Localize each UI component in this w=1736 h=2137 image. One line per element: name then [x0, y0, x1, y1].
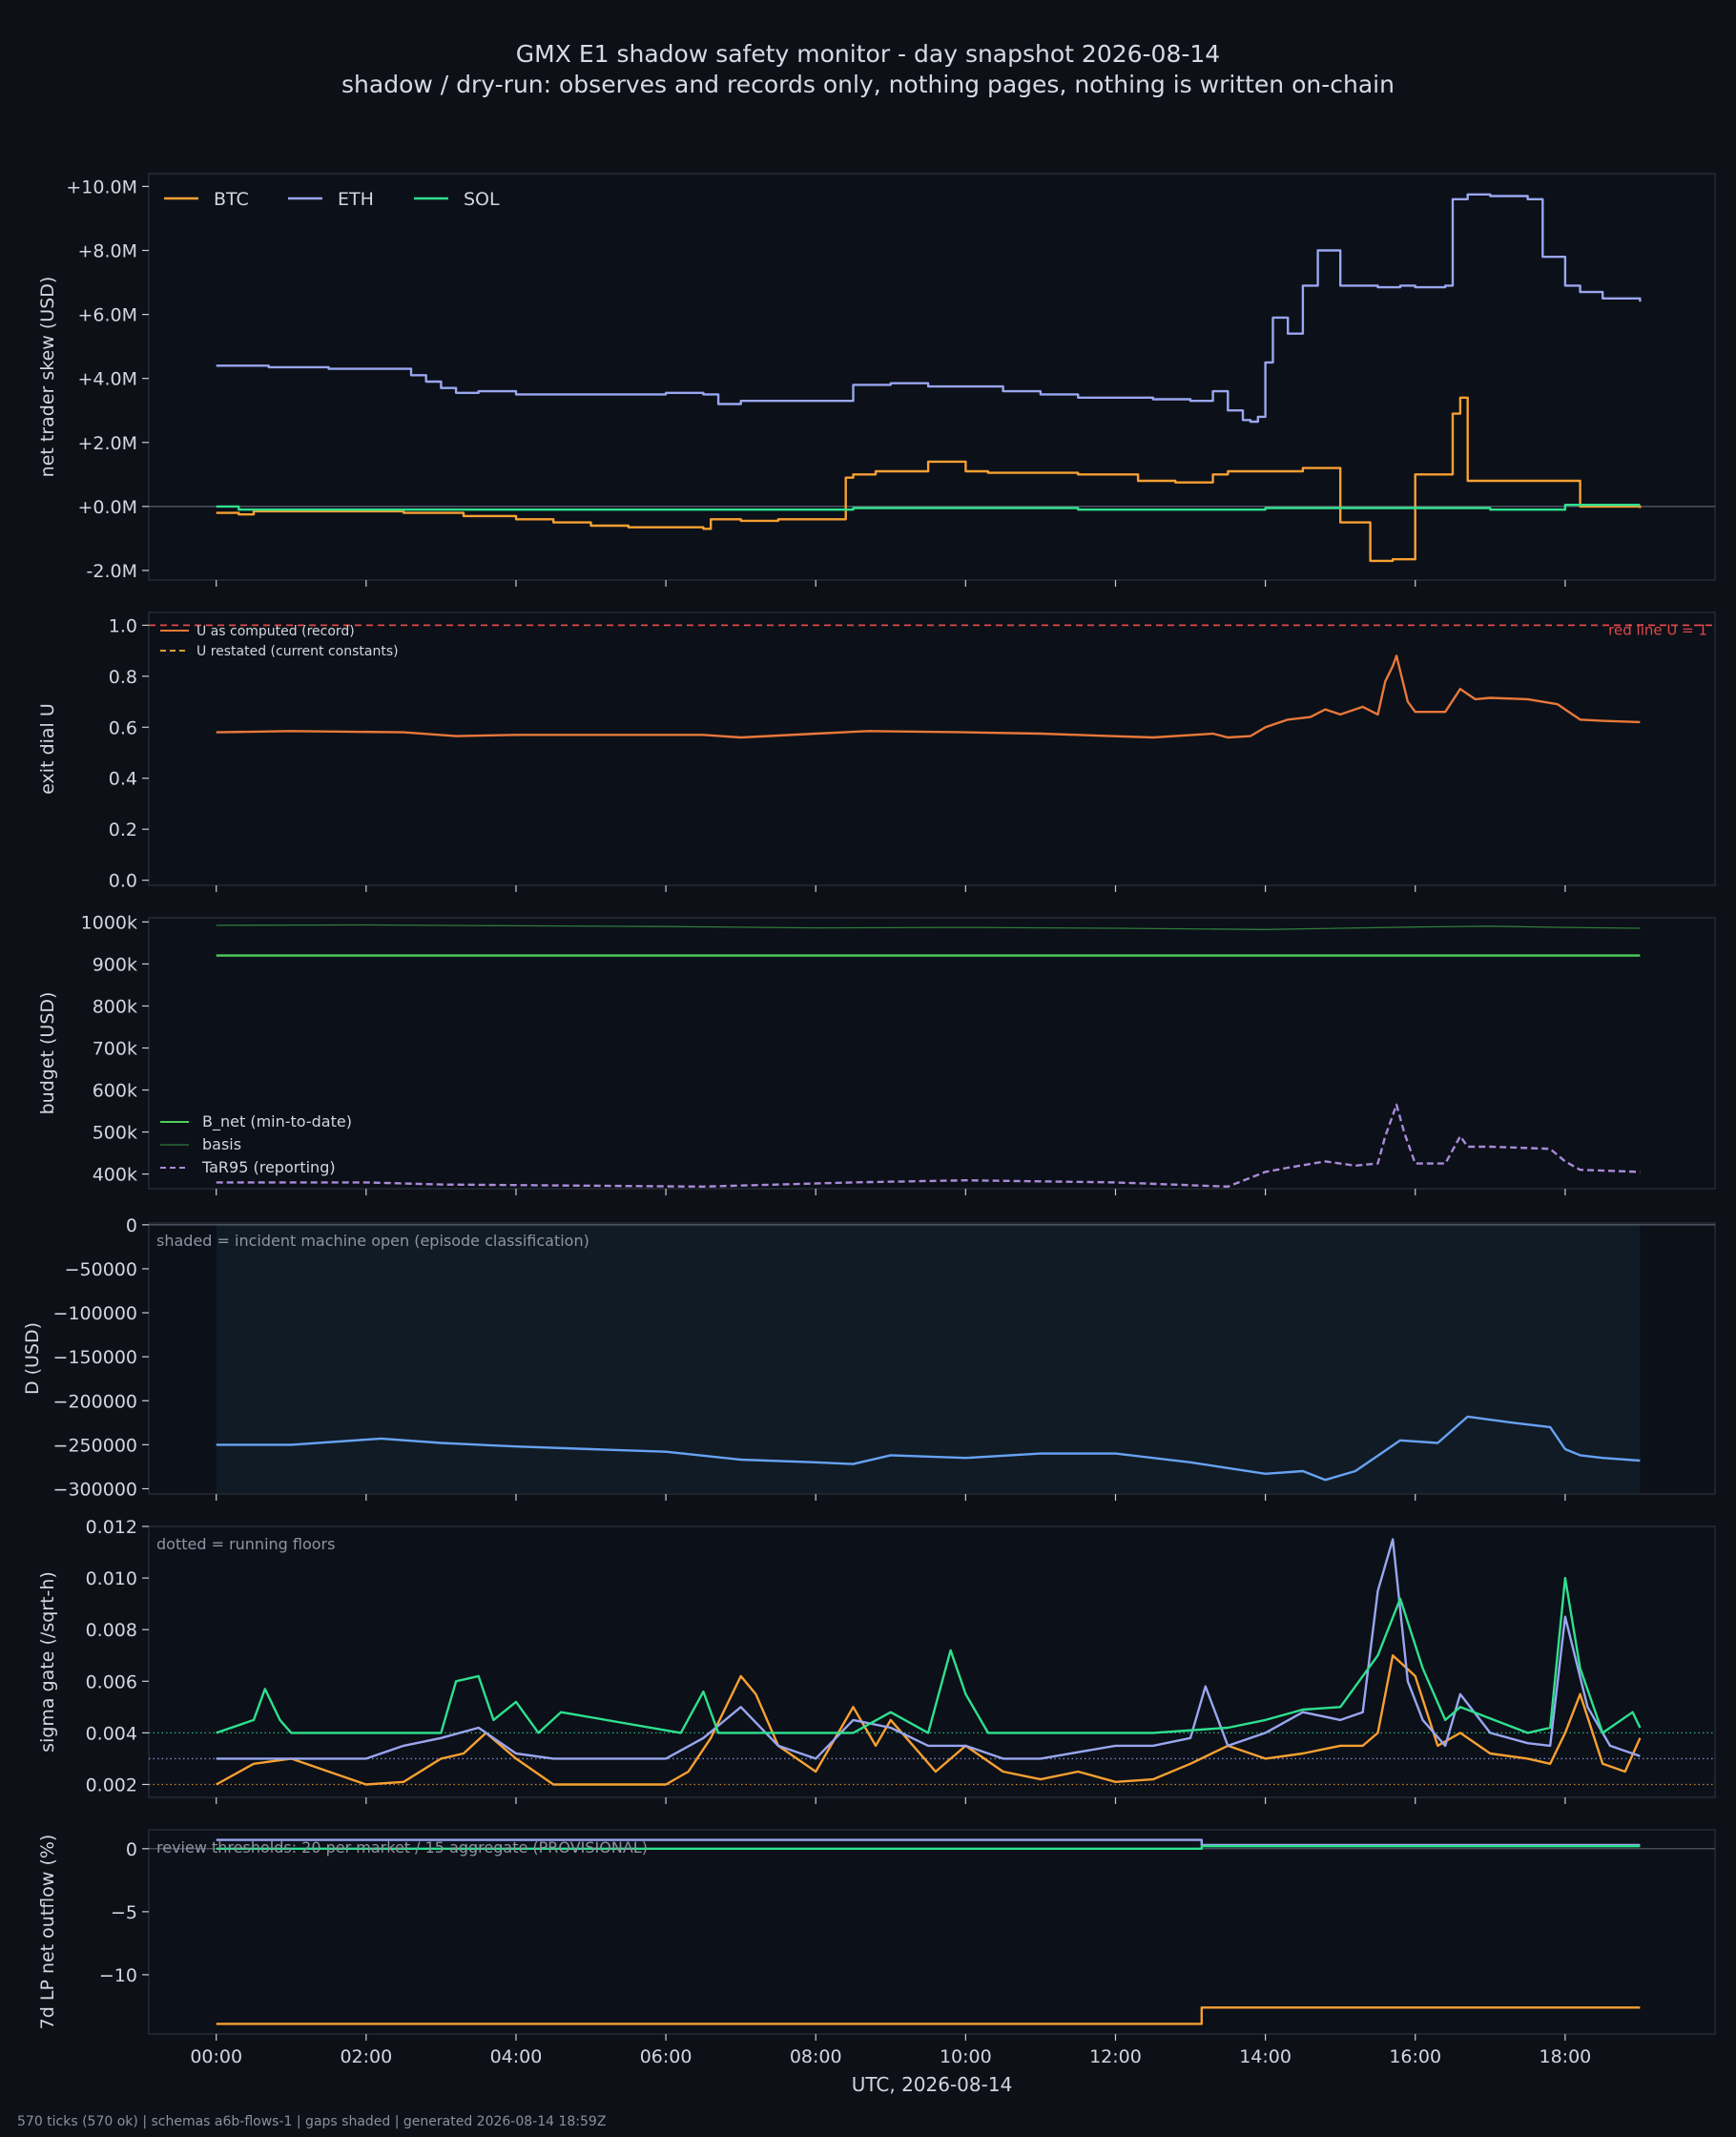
- series-budget-tar95-reporting-: [216, 1103, 1641, 1188]
- y-tick-label: −250000: [53, 1435, 137, 1456]
- legend-label: SOL: [464, 189, 500, 210]
- panel-frame-lp_outflow: [148, 1829, 1716, 2035]
- series-lp_outflow-sol: [216, 1845, 1641, 1850]
- x-axis-label: UTC, 2026-08-14: [852, 2073, 1013, 2096]
- y-tick-label: −10: [99, 1965, 137, 1986]
- y-tick-label: 0.004: [86, 1723, 137, 1744]
- y-tick-label: 1000k: [81, 912, 137, 933]
- y-tick-label: 700k: [93, 1038, 137, 1059]
- chart-title: GMX E1 shadow safety monitor - day snaps…: [515, 40, 1221, 68]
- y-axis-label: D (USD): [22, 1322, 43, 1395]
- legend-label: BTC: [214, 189, 249, 210]
- x-tick-label: 02:00: [340, 2046, 392, 2067]
- y-tick-label: 0.0: [109, 871, 137, 892]
- panel-frame-skew: [148, 173, 1716, 581]
- x-tick-label: 08:00: [790, 2046, 842, 2067]
- x-tick-label: 10:00: [940, 2046, 992, 2067]
- y-tick-label: +0.0M: [77, 497, 137, 518]
- series-lp_outflow-eth: [216, 1838, 1641, 1847]
- y-tick-label: 0.4: [109, 769, 137, 790]
- x-tick-label: 14:00: [1239, 2046, 1292, 2067]
- incident-shade: [216, 1224, 1641, 1493]
- y-tick-label: -2.0M: [87, 561, 137, 582]
- legend-label: U as computed (record): [196, 624, 355, 639]
- x-tick-label: 12:00: [1089, 2046, 1142, 2067]
- y-axis-label: sigma gate (/sqrt-h): [37, 1571, 58, 1753]
- legend-label: U restated (current constants): [196, 644, 399, 659]
- y-tick-label: 0: [126, 1839, 137, 1860]
- series-skew-btc: [216, 396, 1642, 563]
- y-tick-label: −300000: [53, 1479, 137, 1500]
- y-tick-label: 0.006: [86, 1671, 137, 1692]
- y-tick-label: 0.6: [109, 717, 137, 738]
- y-tick-label: 0: [126, 1215, 137, 1236]
- legend-label: ETH: [338, 189, 374, 210]
- y-tick-label: 0.010: [86, 1568, 137, 1589]
- panel-annotation: shaded = incident machine open (episode …: [156, 1232, 589, 1250]
- y-tick-label: 0.012: [86, 1517, 137, 1538]
- footer-status: 570 ticks (570 ok) | schemas a6b-flows-1…: [17, 2114, 607, 2129]
- y-tick-label: 500k: [93, 1123, 137, 1144]
- y-tick-label: −150000: [53, 1347, 137, 1368]
- y-axis-label: net trader skew (USD): [37, 277, 58, 478]
- chart-subtitle: shadow / dry-run: observes and records o…: [341, 71, 1395, 98]
- y-tick-label: 0.2: [109, 820, 137, 840]
- y-tick-label: +8.0M: [77, 241, 137, 262]
- panel-annotation: review thresholds: 20 per market / 15 ag…: [156, 1838, 648, 1857]
- panel-annotation: dotted = running floors: [156, 1535, 335, 1553]
- y-tick-label: 0.8: [109, 667, 137, 688]
- y-tick-label: 0.002: [86, 1774, 137, 1795]
- y-tick-label: 600k: [93, 1081, 137, 1102]
- legend-label: TaR95 (reporting): [201, 1158, 336, 1176]
- y-tick-label: 400k: [93, 1165, 137, 1186]
- y-tick-label: +2.0M: [77, 433, 137, 454]
- panel-frame-sigma_gate: [148, 1525, 1716, 1798]
- series-skew-sol: [216, 504, 1641, 511]
- panel-frame-exit_dial: [148, 612, 1716, 886]
- y-tick-label: +10.0M: [66, 176, 137, 197]
- y-tick-label: 900k: [93, 954, 137, 975]
- y-tick-label: 800k: [93, 996, 137, 1017]
- x-tick-label: 16:00: [1389, 2046, 1441, 2067]
- series-exit_dial-u-as-computed-record-: [216, 654, 1641, 739]
- y-axis-label: exit dial U: [37, 703, 58, 795]
- legend-label: B_net (min-to-date): [202, 1112, 352, 1131]
- legend-label: basis: [202, 1135, 241, 1153]
- x-tick-label: 00:00: [190, 2046, 242, 2067]
- series-skew-eth: [216, 193, 1642, 424]
- y-axis-label: 7d LP net outflow (%): [37, 1835, 58, 2030]
- y-tick-label: −100000: [53, 1303, 137, 1324]
- y-tick-label: +4.0M: [77, 369, 137, 390]
- x-tick-label: 04:00: [490, 2046, 543, 2067]
- x-tick-label: 06:00: [640, 2046, 692, 2067]
- series-sigma_gate-sol: [216, 1576, 1642, 1734]
- series-sigma_gate-eth: [216, 1538, 1641, 1760]
- y-tick-label: 1.0: [109, 615, 137, 636]
- y-tick-label: −5: [111, 1902, 137, 1923]
- y-axis-label: budget (USD): [37, 992, 58, 1115]
- panel-frame-budget: [148, 917, 1716, 1190]
- x-tick-label: 18:00: [1539, 2046, 1591, 2067]
- red-line-label: red line U = 1: [1608, 621, 1707, 638]
- y-tick-label: +6.0M: [77, 305, 137, 326]
- y-tick-label: 0.008: [86, 1620, 137, 1641]
- y-tick-label: −200000: [53, 1391, 137, 1412]
- series-drawdown-d: [216, 1415, 1641, 1482]
- series-lp_outflow-btc: [216, 2006, 1641, 2025]
- y-tick-label: −50000: [65, 1259, 137, 1280]
- series-budget-basis: [216, 923, 1641, 930]
